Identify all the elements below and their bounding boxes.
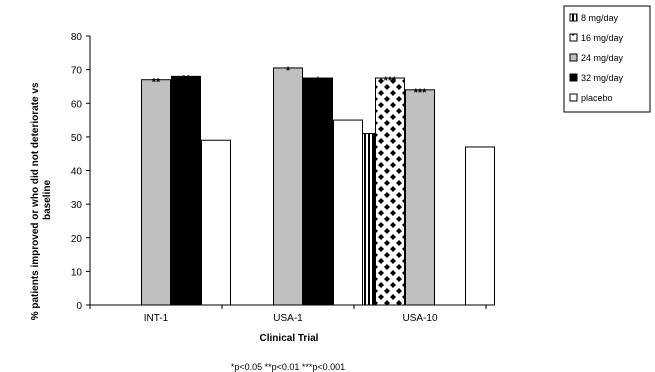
significance-int-1-32-mg-day: ** [182,73,191,85]
bar-int-1-24-mg-day [141,79,171,306]
significance-usa-10-16-mg-day: *** [384,75,398,87]
legend-swatch-24-mg-day [569,53,578,62]
significance-usa-1-32-mg-day: * [316,75,321,87]
x-tick-label-usa-1: USA-1 [273,313,303,324]
significance-usa-10-24-mg-day: *** [414,87,428,99]
legend-label-24-mg-day: 24 mg/day [581,53,624,63]
bar-usa-10-24-mg-day [405,89,435,306]
legend-swatch-16-mg-day [569,33,578,42]
bar-usa-1-32-mg-day [303,77,333,306]
y-tick-label: 40 [71,167,83,178]
legend-label-placebo: placebo [581,93,613,103]
x-tick-label-usa-10: USA-10 [402,313,437,324]
legend-swatch-32-mg-day [569,73,578,82]
y-tick-label: 70 [71,66,83,77]
significance-footnote: *p<0.05 **p<0.01 ***p<0.001 [231,362,345,372]
bars [141,67,495,306]
bar-int-1-placebo [201,139,231,306]
y-tick-label: 50 [71,133,83,144]
y-tick-label: 0 [76,301,82,312]
bar-usa-1-placebo [333,119,363,306]
x-axis-label: Clinical Trial [260,333,319,344]
significance-usa-1-24-mg-day: * [286,65,291,77]
bar-usa-10-placebo [465,146,495,306]
bar-usa-1-24-mg-day [273,67,303,306]
legend: 8 mg/day 16 mg/day 24 mg/day 32 mg/day place… [563,5,651,113]
y-tick-label: 20 [71,234,83,245]
y-axis-label-line-1: % patients improved or who did not deter… [30,82,41,320]
y-axis-label: % patients improved or who did not deter… [30,80,53,321]
y-tick-label: 80 [71,32,83,43]
significance-int-1-24-mg-day: ** [152,77,161,89]
y-tick-label: 10 [71,267,83,278]
bar-int-1-32-mg-day [171,75,201,306]
legend-label-32-mg-day: 32 mg/day [581,73,624,83]
significance-labels: ** **** ****** [152,65,427,99]
legend-swatch-placebo [569,93,578,102]
legend-label-8-mg-day: 8 mg/day [581,13,619,23]
legend-label-16-mg-day: 16 mg/day [581,33,624,43]
y-tick-label: 60 [71,99,83,110]
x-tick-label-int-1: INT-1 [144,313,169,324]
y-tick-label: 30 [71,200,83,211]
bar-usa-10-16-mg-day [375,77,405,306]
y-axis-label-line-2: baseline [42,180,53,220]
legend-box [563,5,651,113]
legend-swatch-8-mg-day [569,13,578,22]
